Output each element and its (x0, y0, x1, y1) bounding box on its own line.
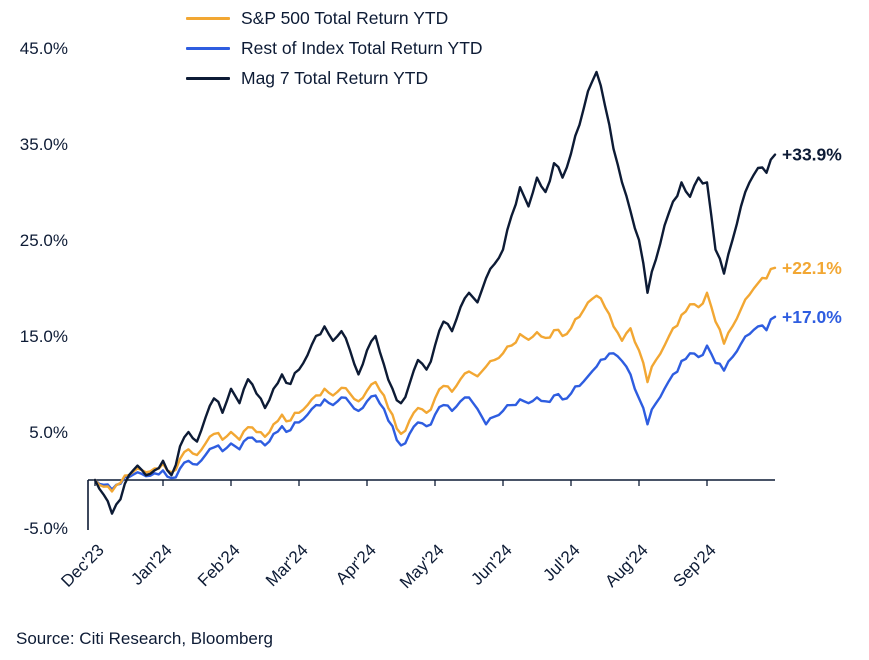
x-axis-label-Sep'24: Sep'24 (669, 540, 719, 590)
series-line-sp500 (93, 266, 777, 493)
series-line-mag7 (93, 70, 777, 515)
x-axis-label-Aug'24: Aug'24 (601, 540, 651, 590)
legend-swatch-mag7 (186, 76, 230, 81)
legend-label-rest-of-index: Rest of Index Total Return YTD (241, 38, 483, 58)
y-axis-label-45.0%: 45.0% (20, 39, 68, 58)
end-label-mag7: +33.9% (782, 145, 842, 165)
y-axis-label-25.0%: 25.0% (20, 231, 68, 250)
legend-label-mag7: Mag 7 Total Return YTD (241, 68, 429, 88)
y-axis-label-35.0%: 35.0% (20, 135, 68, 154)
end-label-sp500: +22.1% (782, 258, 842, 278)
legend-item-sp500: S&P 500 Total Return YTD (186, 8, 483, 29)
x-axis-label-Apr'24: Apr'24 (332, 540, 380, 588)
series-line-rest-of-index (93, 315, 777, 491)
legend-item-rest-of-index: Rest of Index Total Return YTD (186, 38, 483, 59)
x-axis-label-Mar'24: Mar'24 (262, 540, 312, 590)
legend-item-mag7: Mag 7 Total Return YTD (186, 68, 483, 89)
legend-label-sp500: S&P 500 Total Return YTD (241, 8, 449, 28)
legend-swatch-sp500 (186, 16, 230, 21)
x-axis-label-Feb'24: Feb'24 (194, 540, 244, 590)
y-axis-label-15.0%: 15.0% (20, 327, 68, 346)
legend: S&P 500 Total Return YTD Rest of Index T… (186, 8, 483, 89)
y-axis-label-5.0%: 5.0% (29, 423, 68, 442)
x-axis-label-Jun'24: Jun'24 (467, 540, 515, 588)
x-axis-label-Jul'24: Jul'24 (539, 540, 583, 584)
end-label-rest-of-index: +17.0% (782, 307, 842, 327)
x-axis-label-Dec'23: Dec'23 (57, 540, 107, 590)
y-axis-label--5.0%: -5.0% (24, 519, 68, 538)
x-axis-label-May'24: May'24 (396, 540, 448, 592)
legend-swatch-rest-of-index (186, 46, 230, 51)
x-axis-label-Jan'24: Jan'24 (127, 540, 175, 588)
source-text: Source: Citi Research, Bloomberg (16, 629, 274, 648)
